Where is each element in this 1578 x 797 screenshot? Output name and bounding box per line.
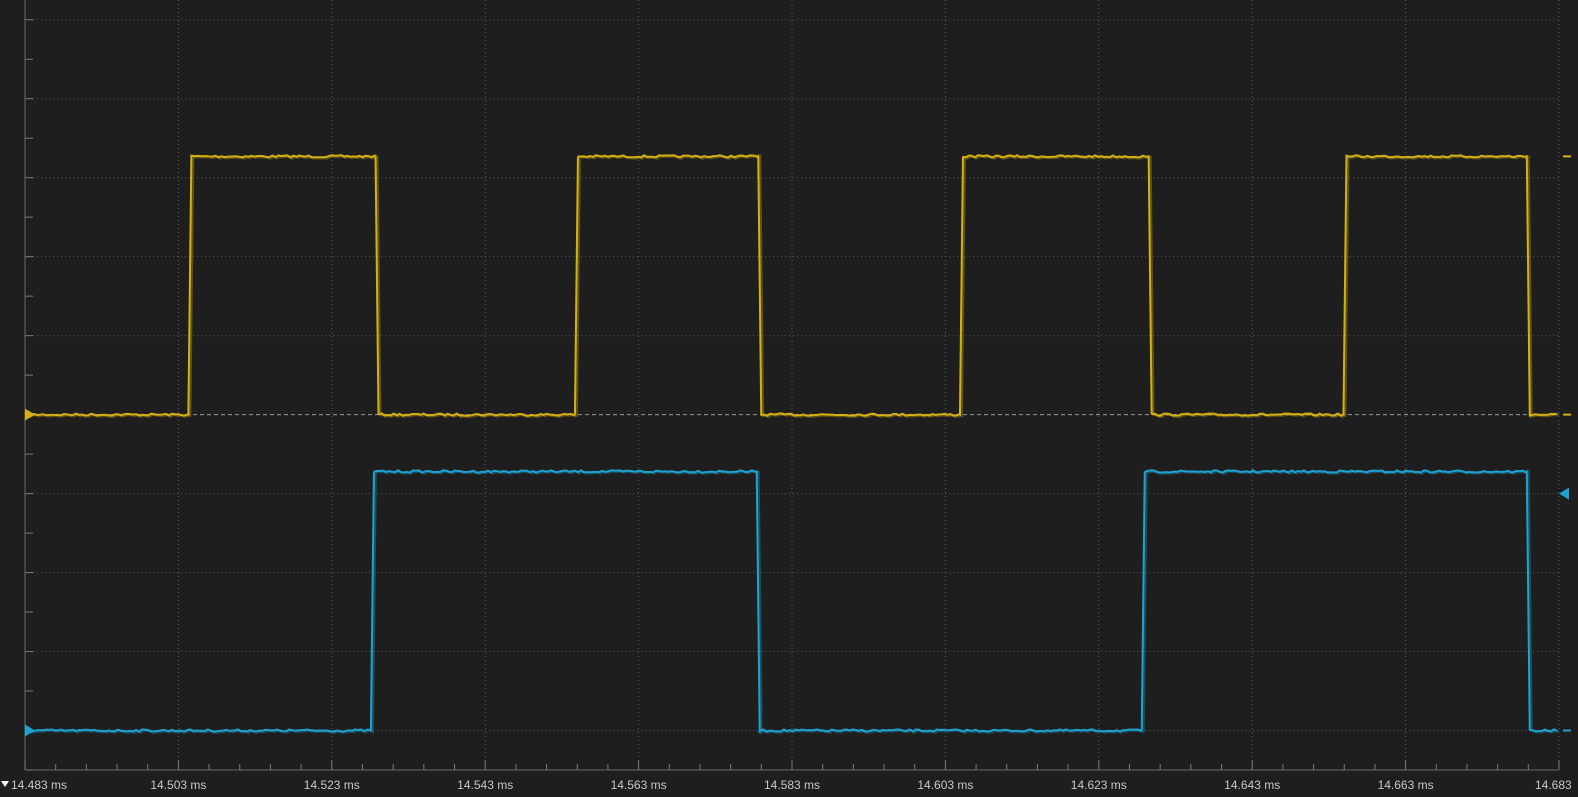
- x-tick-label: 14.623 ms: [1071, 778, 1127, 792]
- trace-line: [24, 469, 1558, 734]
- timebase-dropdown-icon: [1, 781, 9, 787]
- x-tick-label: 14.583 ms: [764, 778, 820, 792]
- minor-ticks: [24, 19, 1560, 771]
- x-tick-label: 14.543 ms: [457, 778, 513, 792]
- right-level-marker: [1563, 729, 1571, 732]
- x-tick-label: 14.523 ms: [304, 778, 360, 792]
- x-tick-label: 14.683: [1535, 778, 1572, 792]
- x-tick-labels: 14.483 ms 14.503 ms 14.523 ms 14.543 ms 14.5…: [11, 778, 1572, 792]
- trigger-level-marker: [1559, 487, 1569, 500]
- traces: [24, 153, 1559, 736]
- x-tick-label: 14.563 ms: [611, 778, 667, 792]
- right-level-marker: [1563, 413, 1571, 416]
- x-tick-label: 14.603 ms: [917, 778, 973, 792]
- channel-offset-marker: [25, 408, 35, 421]
- right-level-marker: [1563, 155, 1571, 158]
- x-tick-label: 14.503 ms: [150, 778, 206, 792]
- channel-offset-marker: [25, 724, 35, 737]
- x-tick-label: 14.663 ms: [1378, 778, 1434, 792]
- x-tick-label: 14.483 ms: [11, 778, 67, 792]
- channel-markers: [1, 155, 1571, 787]
- trace-line: [24, 153, 1557, 417]
- x-tick-label: 14.643 ms: [1224, 778, 1280, 792]
